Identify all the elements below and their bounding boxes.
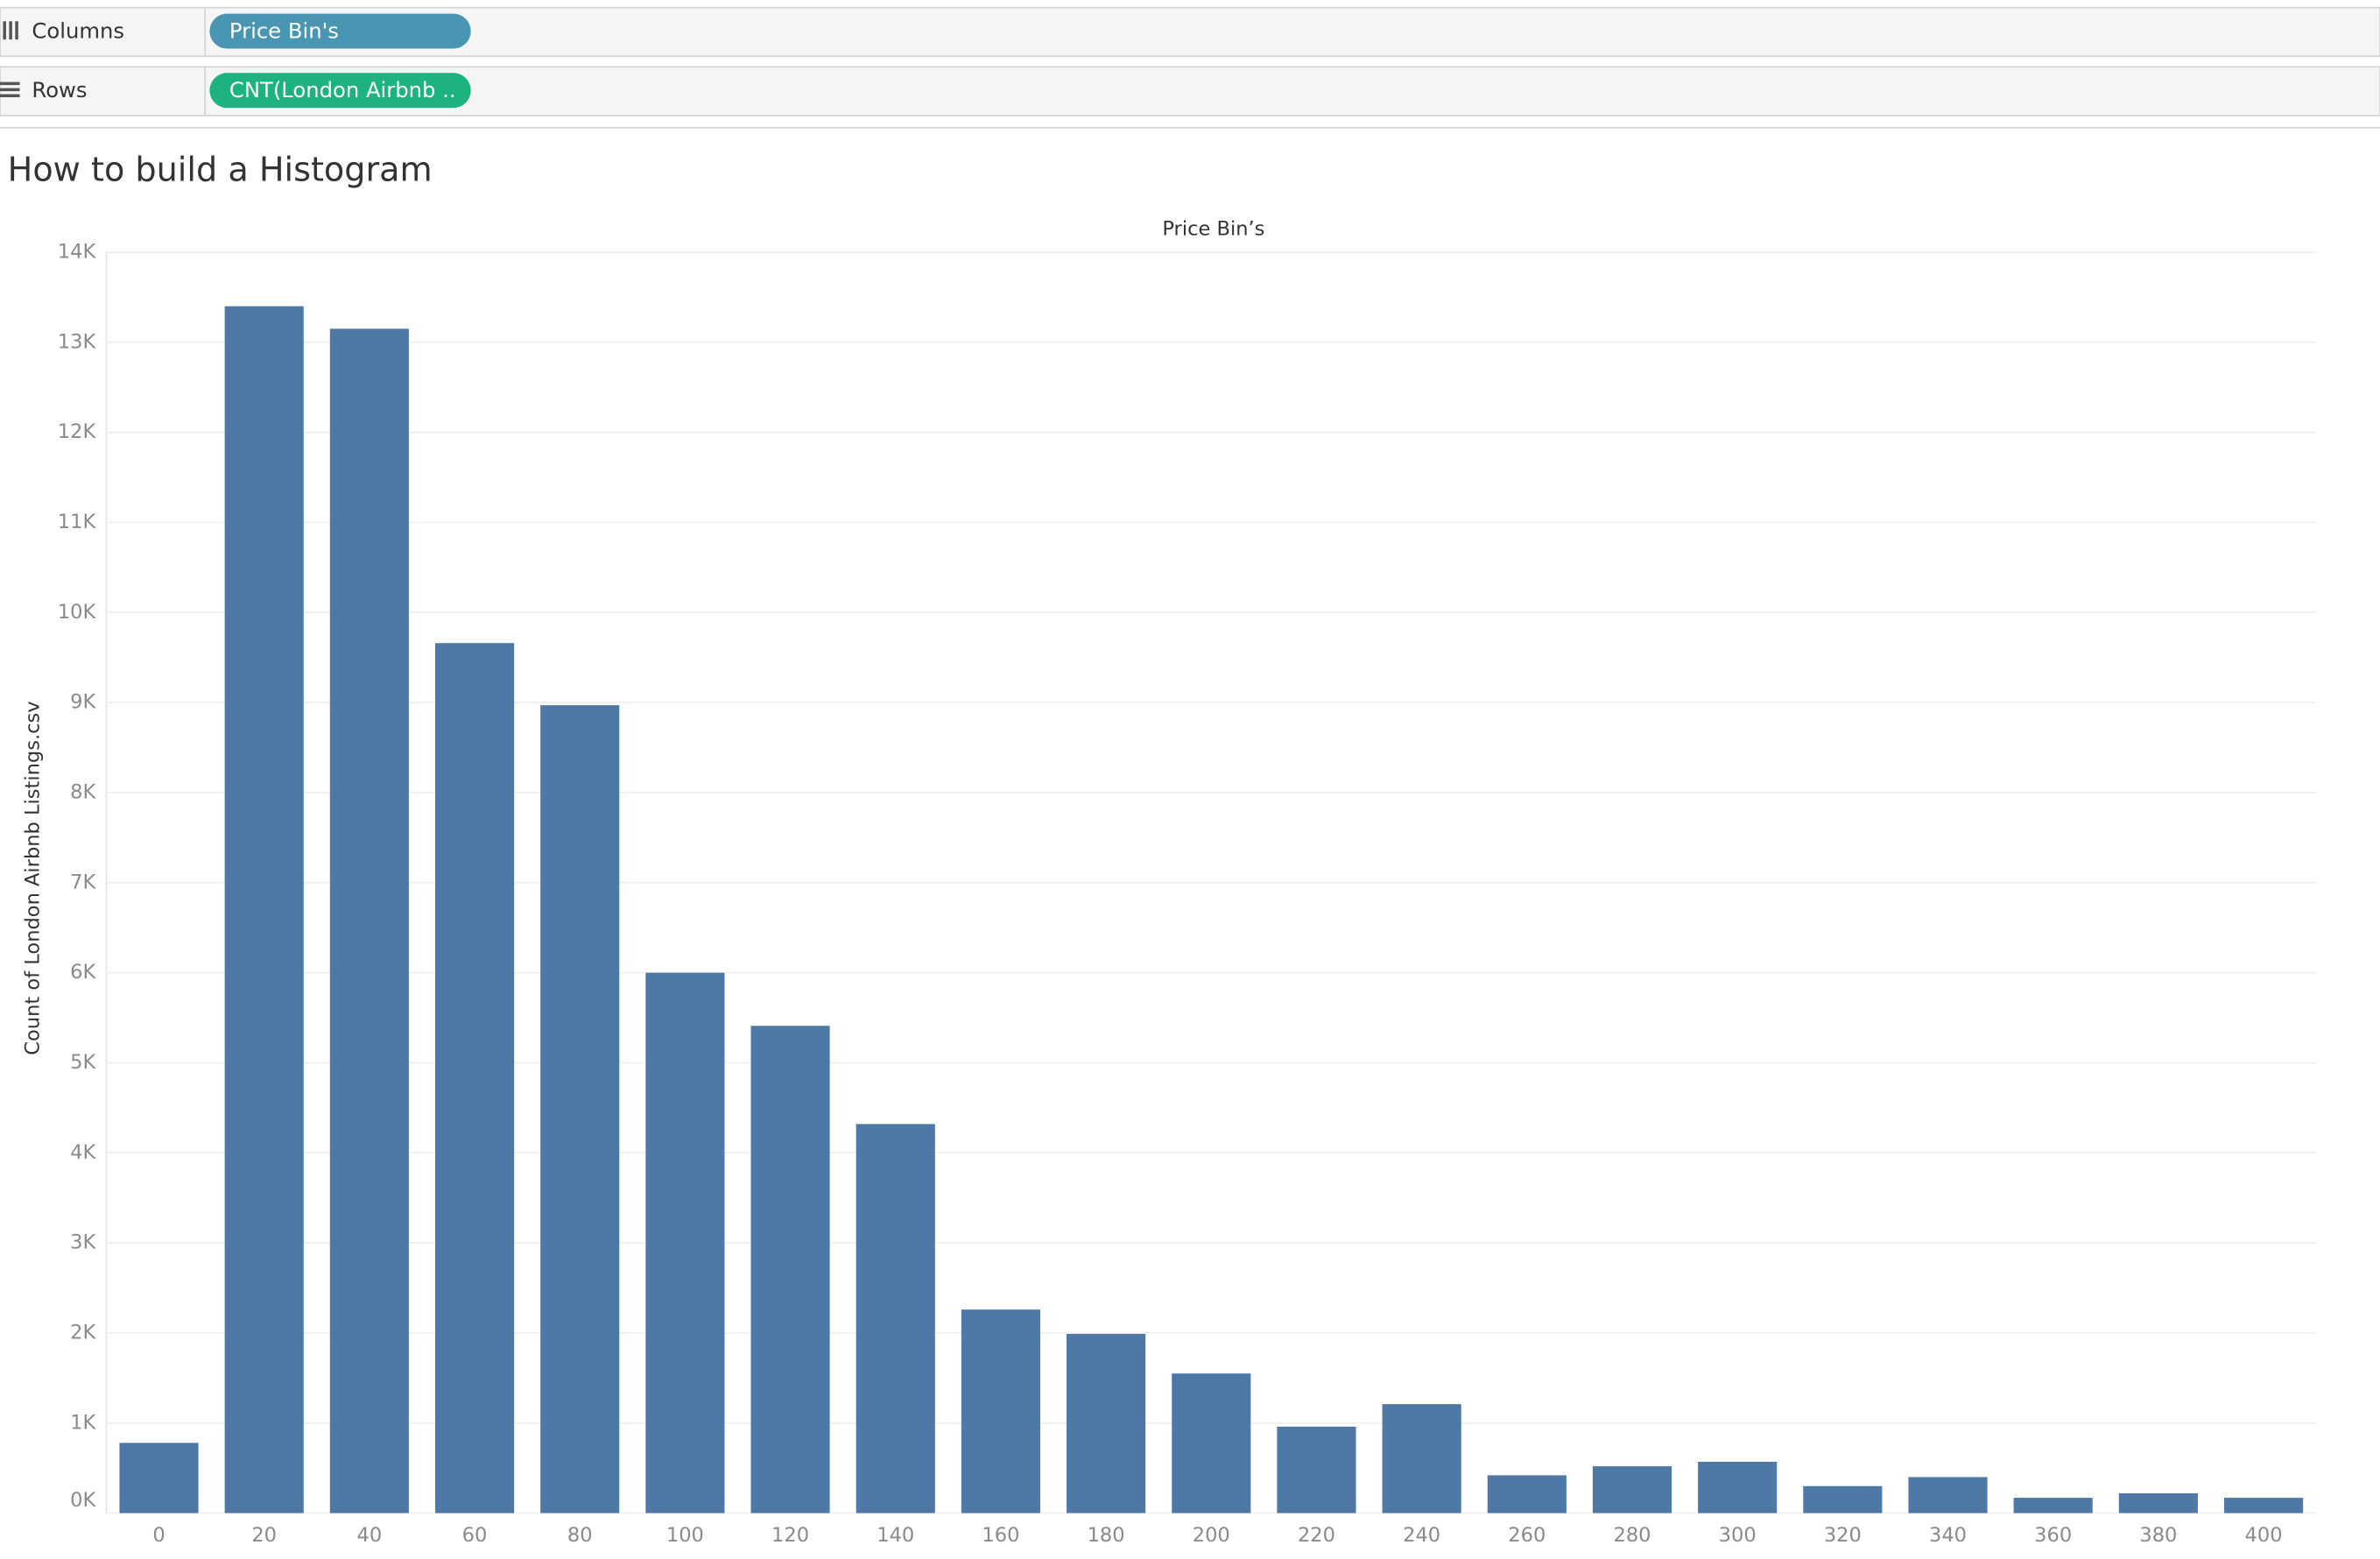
bar — [1172, 1373, 1251, 1513]
bar — [119, 1443, 199, 1513]
y-tick-label: 4K — [70, 1141, 96, 1164]
x-tick-label: 0 — [152, 1524, 165, 1547]
x-tick-label: 260 — [1508, 1524, 1546, 1547]
bar — [750, 1026, 830, 1513]
y-tick-label: 10K — [58, 601, 97, 624]
bar — [434, 643, 515, 1513]
shelf-label: Columns — [32, 18, 124, 43]
y-tick-label: 11K — [58, 511, 97, 533]
x-tick-label: 380 — [2139, 1524, 2177, 1547]
bar — [1067, 1333, 1146, 1513]
pill-text[interactable]: Price Bin's — [229, 18, 339, 43]
bar — [2118, 1492, 2198, 1513]
x-tick-label: 300 — [1719, 1524, 1757, 1547]
bar — [2223, 1498, 2304, 1513]
x-tick-label: 20 — [251, 1524, 277, 1547]
pill-text[interactable]: CNT(London Airbnb .. — [229, 77, 456, 102]
bar — [540, 705, 620, 1513]
y-tick-label: 7K — [70, 871, 96, 893]
x-tick-label: 400 — [2245, 1524, 2283, 1547]
x-tick-label: 200 — [1193, 1524, 1230, 1547]
y-tick-label: 12K — [58, 420, 97, 443]
column-header: Price Bin’s — [1162, 217, 1264, 240]
y-tick-label: 5K — [70, 1051, 96, 1074]
bar — [856, 1124, 935, 1513]
x-tick-label: 160 — [982, 1524, 1019, 1547]
x-tick-label: 220 — [1298, 1524, 1335, 1547]
shelf-label: Rows — [32, 77, 87, 102]
bar — [1487, 1475, 1567, 1513]
bar — [1277, 1426, 1356, 1513]
x-tick-label: 180 — [1088, 1524, 1125, 1547]
x-tick-label: 360 — [2034, 1524, 2072, 1547]
bar — [1908, 1477, 1988, 1513]
x-tick-label: 60 — [462, 1524, 488, 1547]
bar — [2013, 1498, 2093, 1513]
bar — [224, 306, 304, 1513]
x-tick-label: 140 — [877, 1524, 914, 1547]
bar — [329, 328, 409, 1513]
y-tick-label: 14K — [58, 240, 97, 263]
bar — [645, 972, 725, 1513]
x-tick-label: 120 — [771, 1524, 809, 1547]
y-axis-title: Count of London Airbnb Listings.csv — [22, 701, 45, 1055]
x-tick-label: 40 — [357, 1524, 383, 1547]
bar — [961, 1309, 1040, 1513]
y-tick-label: 13K — [58, 330, 97, 353]
x-tick-label: 340 — [1929, 1524, 1967, 1547]
x-tick-label: 100 — [666, 1524, 704, 1547]
bar — [1382, 1404, 1461, 1513]
y-tick-label: 2K — [70, 1321, 96, 1344]
x-tick-label: 240 — [1403, 1524, 1440, 1547]
x-tick-label: 320 — [1824, 1524, 1862, 1547]
x-tick-label: 280 — [1613, 1524, 1651, 1547]
bar — [1698, 1461, 1778, 1513]
rows-icon — [0, 81, 20, 98]
y-tick-label: 1K — [70, 1411, 96, 1434]
pill[interactable] — [209, 13, 471, 49]
bar — [1803, 1485, 1883, 1513]
y-tick-label: 8K — [70, 780, 96, 803]
y-tick-label: 9K — [70, 691, 96, 714]
pill[interactable] — [209, 73, 471, 109]
chart-title: How to build a Histogram — [8, 151, 433, 189]
columns-icon — [3, 21, 18, 40]
y-tick-label: 0K — [70, 1489, 96, 1512]
bar — [1592, 1466, 1672, 1513]
y-tick-label: 6K — [70, 961, 96, 984]
y-tick-label: 3K — [70, 1231, 96, 1254]
x-tick-label: 80 — [567, 1524, 593, 1547]
